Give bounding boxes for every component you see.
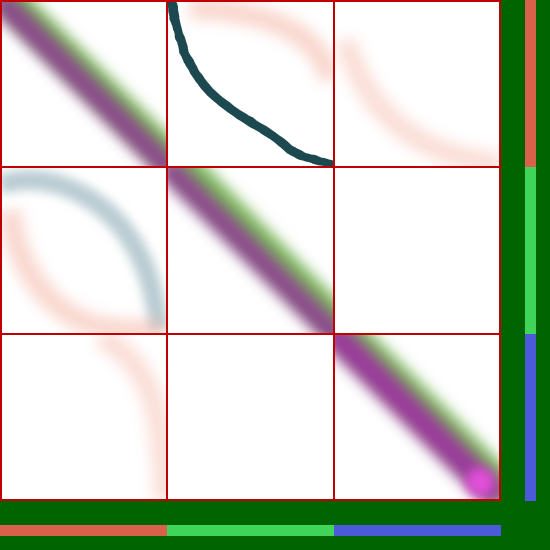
cell-1-1-band: [172, 172, 334, 334]
vertical-bar-segment-1: [525, 0, 536, 167]
cell-0-2: [345, 40, 500, 164]
cell-2-2-band-tip: [466, 468, 494, 496]
cell-2-0: [100, 338, 165, 500]
cell-0-1-faint-curve: [190, 8, 330, 80]
cell-1-1: [172, 164, 342, 334]
grid-canvas: [0, 0, 501, 501]
cell-1-0: [0, 180, 165, 331]
vertical-color-bar: [525, 0, 536, 501]
cell-2-2: [336, 334, 501, 496]
horizontal-bar-segment-1: [0, 525, 167, 536]
vertical-bar-segment-2: [525, 167, 536, 334]
cell-grid: [0, 0, 501, 501]
cell-0-2-curve: [345, 40, 500, 164]
horizontal-bar-segment-3: [334, 525, 501, 536]
cell-0-0-band: [5, 5, 165, 165]
cell-2-2-band: [336, 336, 490, 490]
cell-0-0: [5, 4, 175, 165]
horizontal-color-bar: [0, 525, 501, 536]
vertical-bar-segment-3: [525, 334, 536, 501]
horizontal-bar-segment-2: [167, 525, 334, 536]
cell-0-1: [172, 4, 330, 164]
cell-2-0-curve: [100, 338, 165, 500]
